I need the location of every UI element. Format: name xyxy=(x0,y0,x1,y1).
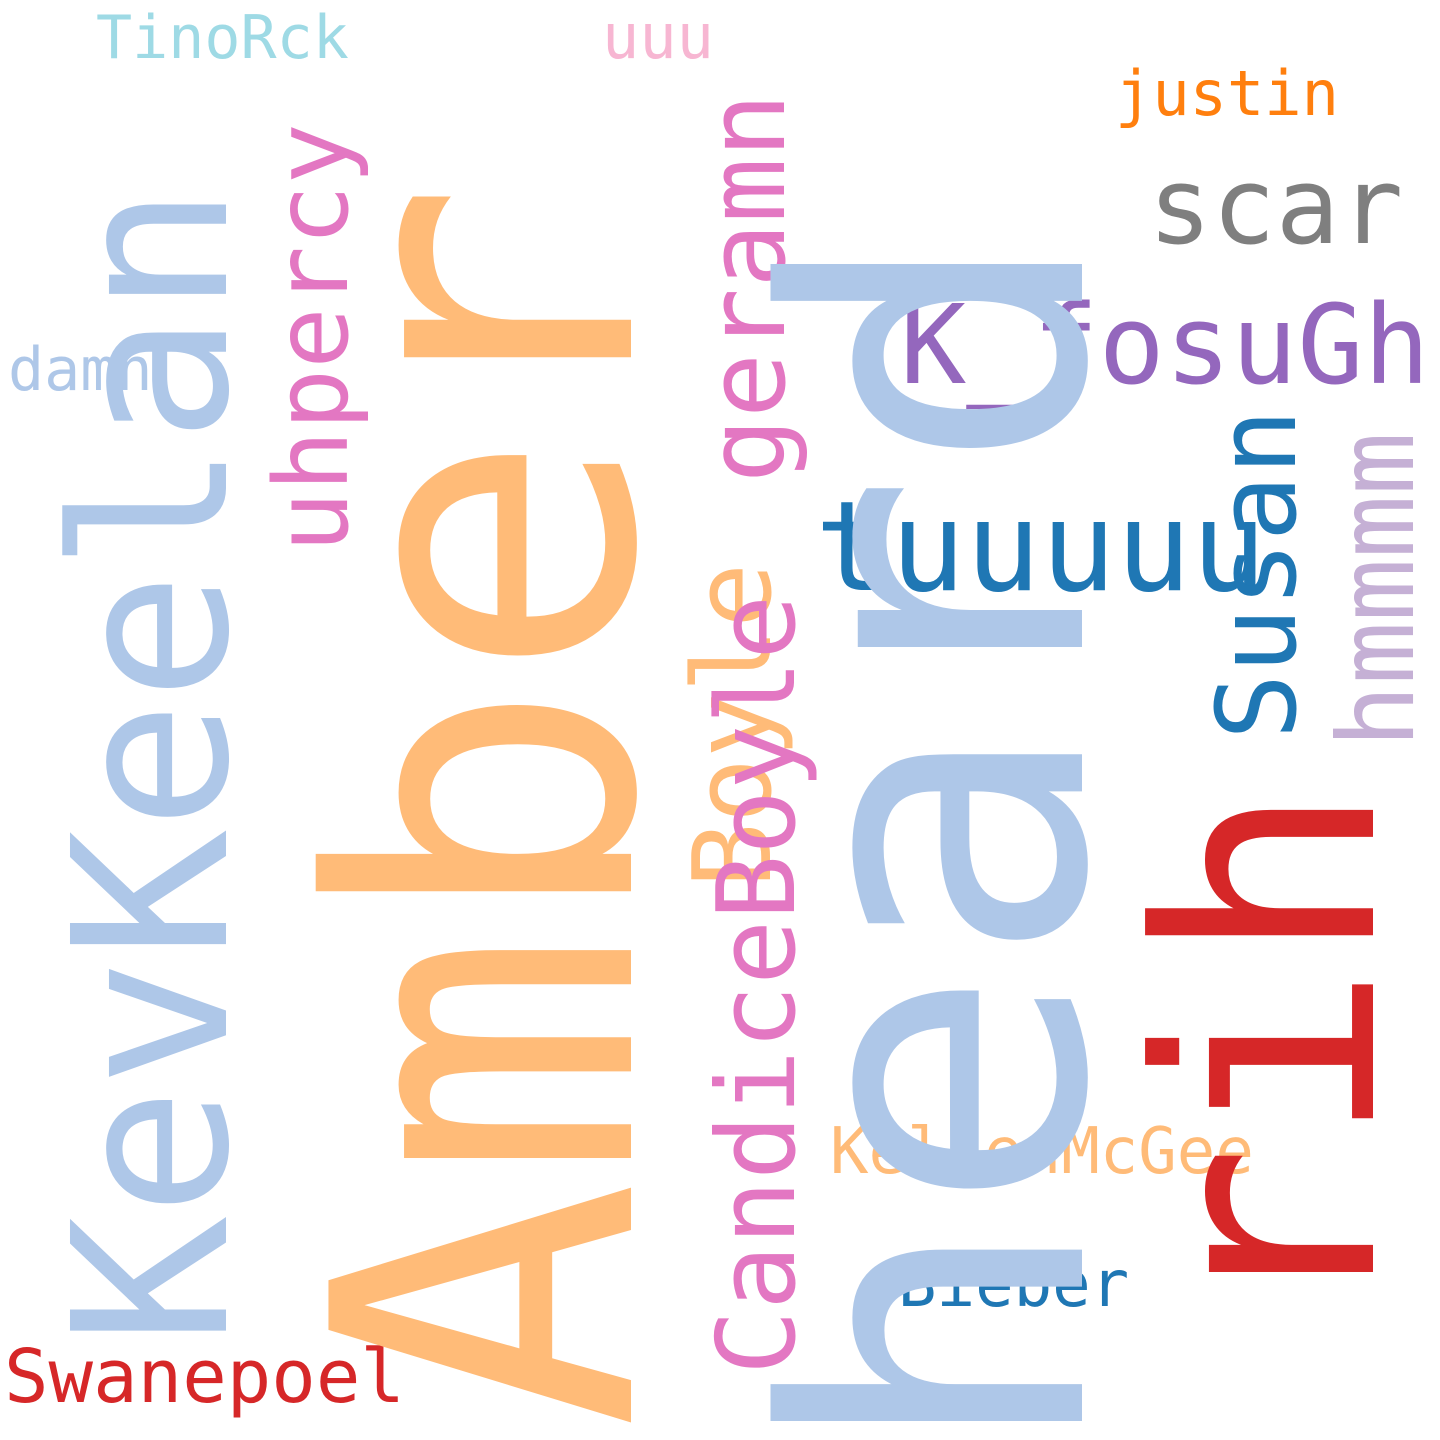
word-justin: justin xyxy=(1115,57,1339,130)
word-heard: heard xyxy=(701,225,1179,1440)
word-swanepoel: Swanepoel xyxy=(4,1334,405,1420)
word-uhpercy: uhpercy xyxy=(253,123,372,553)
word-kevkeelan: KevKeelan xyxy=(28,185,277,1345)
word-k-fosugh: K_fosuGh xyxy=(900,281,1430,409)
word-bieber: Bieber xyxy=(898,1248,1130,1322)
word-hmmmm: hmmmm xyxy=(1316,431,1438,748)
word-susan: Susan xyxy=(1193,408,1321,740)
word-uuu: uuu xyxy=(602,0,714,73)
word-scar: scar xyxy=(1148,145,1404,268)
word-damn: damn xyxy=(8,335,153,405)
word-rih: rih xyxy=(1095,783,1440,1325)
word-kellenmcgee: KellenMcGee xyxy=(830,1115,1254,1189)
word-tuuuuu: tuuuuu xyxy=(815,475,1267,620)
word-tinorck: TinoRck xyxy=(96,3,349,73)
